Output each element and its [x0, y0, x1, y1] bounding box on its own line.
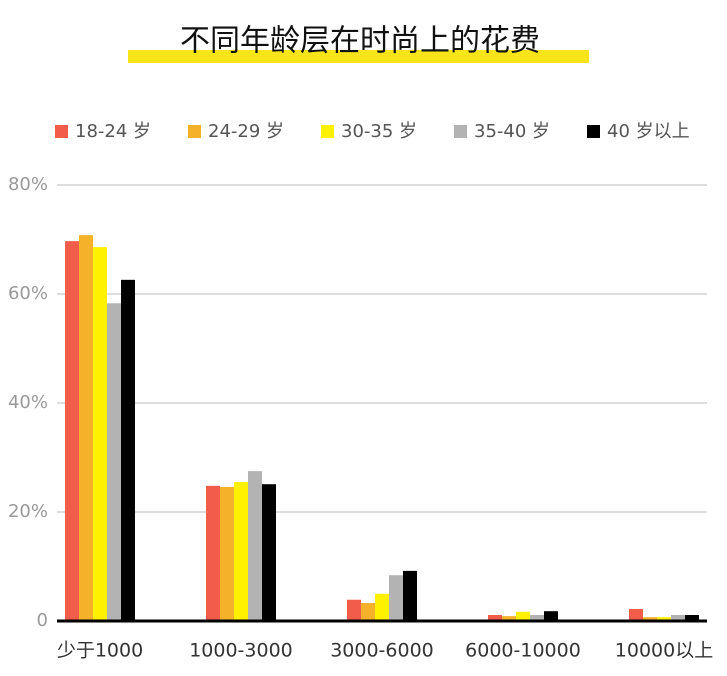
bar: [79, 235, 93, 621]
bar: [206, 485, 220, 621]
bar: [643, 617, 657, 621]
bar: [629, 609, 643, 621]
bar: [234, 482, 248, 621]
bar: [220, 486, 234, 621]
bar: [516, 611, 530, 621]
legend-swatch: [321, 125, 334, 138]
legend-swatch: [188, 125, 201, 138]
bar: [375, 593, 389, 621]
bar: [488, 615, 502, 621]
legend-swatch: [587, 125, 600, 138]
y-tick-label: 40%: [8, 392, 48, 413]
bar: [361, 603, 375, 621]
bar: [530, 615, 544, 621]
bar: [121, 279, 135, 621]
legend-label: 24-29 岁: [208, 121, 284, 142]
bar: [544, 611, 558, 621]
bar: [93, 247, 107, 621]
bar: [389, 575, 403, 621]
bar: [262, 484, 276, 621]
legend-label: 30-35 岁: [341, 121, 417, 142]
legend-swatch: [55, 125, 68, 138]
bar: [347, 599, 361, 621]
x-tick-label: 6000-10000: [465, 640, 581, 662]
bar: [502, 616, 516, 621]
bar: [107, 303, 121, 621]
bar: [65, 241, 79, 621]
bar: [657, 617, 671, 621]
bar: [403, 570, 417, 621]
chart-title: 不同年龄层在时尚上的花费: [180, 24, 540, 59]
y-tick-label: 80%: [8, 174, 48, 195]
x-tick-label: 3000-6000: [330, 640, 434, 662]
legend-label: 18-24 岁: [75, 121, 151, 142]
bar: [685, 615, 699, 621]
y-tick-label: 0: [37, 610, 48, 631]
x-tick-label: 1000-3000: [189, 640, 293, 662]
legend-swatch: [454, 125, 467, 138]
x-tick-label: 10000以上: [615, 640, 713, 662]
bar: [248, 471, 262, 621]
title-highlight: [128, 50, 589, 63]
y-tick-label: 60%: [8, 283, 48, 304]
x-tick-label: 少于1000: [57, 640, 143, 662]
legend-label: 40 岁以上: [607, 121, 690, 142]
legend-label: 35-40 岁: [474, 121, 550, 142]
y-tick-label: 20%: [8, 501, 48, 522]
bar: [671, 615, 685, 621]
